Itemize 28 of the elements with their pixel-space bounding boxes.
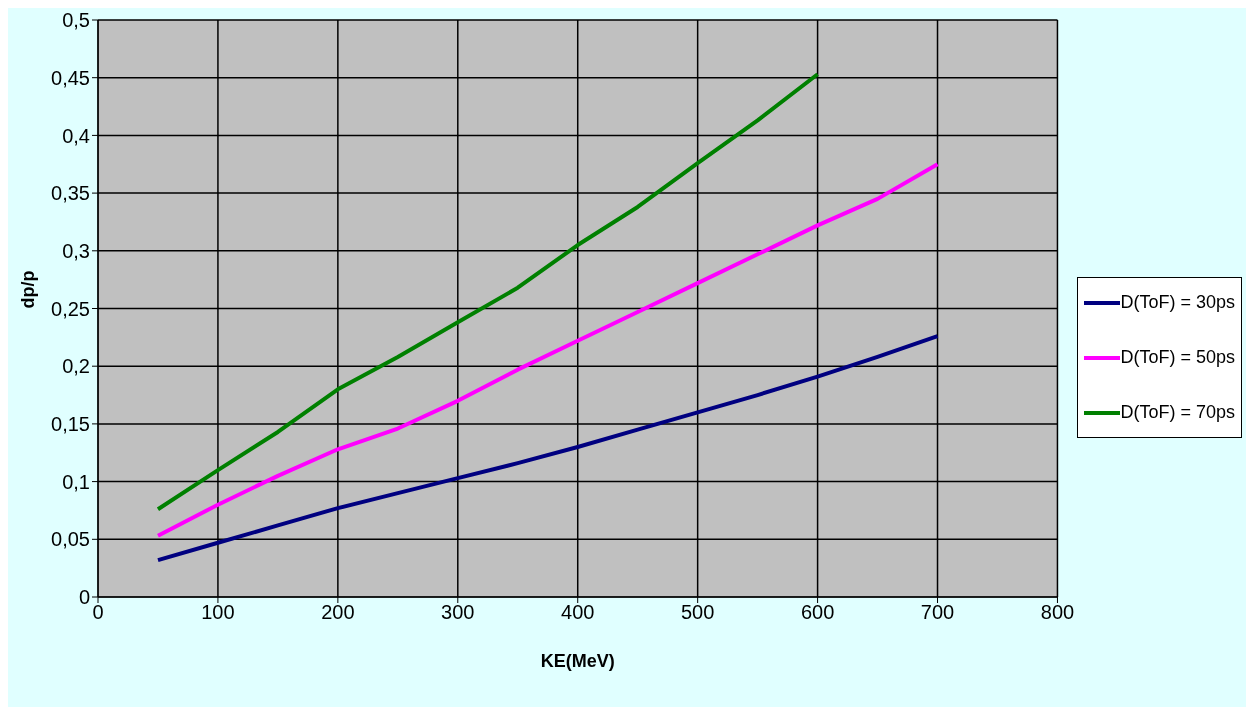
legend-label: D(ToF) = 30ps bbox=[1120, 292, 1235, 313]
x-tick-label: 200 bbox=[321, 601, 355, 624]
y-tick-label: 0,1 bbox=[62, 470, 90, 493]
y-tick-label: 0,35 bbox=[51, 182, 90, 205]
line-series bbox=[155, 162, 940, 538]
legend-label: D(ToF) = 50ps bbox=[1120, 347, 1235, 368]
y-tick-label: 0 bbox=[78, 586, 90, 609]
x-tick-label: 800 bbox=[1040, 601, 1075, 624]
y-tick-label: 0,5 bbox=[62, 9, 90, 32]
y-tick-label: 0,4 bbox=[62, 124, 90, 147]
x-axis-title: KE(MeV) bbox=[540, 651, 615, 671]
y-axis-title: dp/p bbox=[18, 270, 39, 309]
x-tick-label: 0 bbox=[92, 601, 104, 624]
y-tick-label: 0,45 bbox=[51, 66, 90, 89]
x-tick-label: 700 bbox=[920, 601, 955, 624]
y-tick-label: 0,3 bbox=[62, 239, 90, 262]
x-tick-label: 500 bbox=[680, 601, 715, 624]
y-tick-label: 0,15 bbox=[51, 413, 90, 435]
y-tick-label: 0,25 bbox=[51, 297, 90, 320]
x-tick-label: 400 bbox=[561, 601, 595, 624]
y-tick-label: 0,2 bbox=[62, 355, 90, 378]
y-tick-label: 0,05 bbox=[51, 528, 90, 551]
line-series bbox=[155, 72, 820, 512]
line-series bbox=[155, 334, 940, 563]
x-tick-label: 600 bbox=[800, 601, 835, 624]
x-tick-label: 300 bbox=[441, 601, 475, 624]
legend-label: D(ToF) = 70ps bbox=[1120, 402, 1235, 423]
x-tick-label: 100 bbox=[201, 601, 235, 624]
